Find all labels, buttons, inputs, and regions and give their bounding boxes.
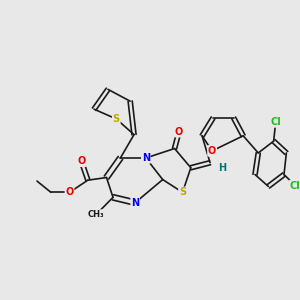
- Text: Cl: Cl: [270, 117, 281, 127]
- Text: S: S: [179, 187, 186, 197]
- Text: O: O: [175, 127, 183, 137]
- Text: Cl: Cl: [290, 181, 300, 190]
- Text: CH₃: CH₃: [88, 210, 104, 219]
- Text: N: N: [131, 198, 139, 208]
- Text: S: S: [113, 114, 120, 124]
- Text: O: O: [65, 187, 74, 197]
- Text: O: O: [208, 146, 216, 156]
- Text: O: O: [77, 156, 86, 166]
- Text: H: H: [218, 163, 226, 173]
- Text: N: N: [142, 153, 150, 163]
